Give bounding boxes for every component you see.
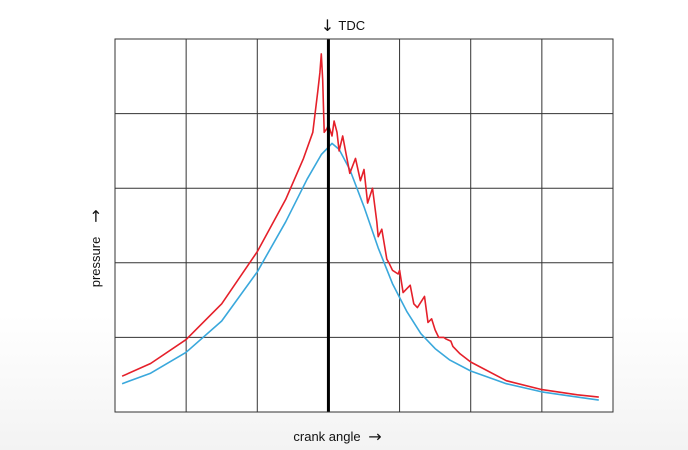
x-axis-arrow-icon: → [368,427,381,446]
series-line-1 [121,53,599,398]
x-axis-label: crank angle [293,429,360,444]
tdc-arrow-icon: ↓ [321,16,334,35]
y-axis-arrow-icon: → [86,209,105,222]
series-layer [121,53,599,401]
series-line-2 [121,142,599,401]
plot-frame [114,38,614,413]
y-axis-label: pressure [88,237,103,288]
tdc-marker-label: TDC [338,18,365,33]
plot-area [115,39,613,412]
